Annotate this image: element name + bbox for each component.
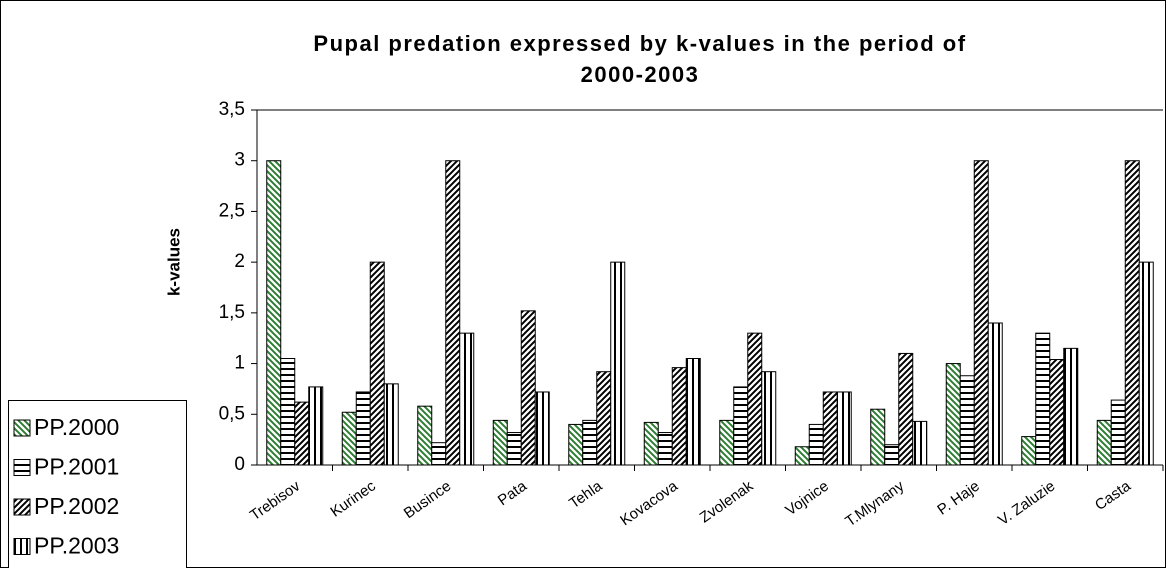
legend-label: PP.2001: [34, 454, 119, 480]
y-tick-label: 3,5: [219, 99, 245, 120]
bar: [308, 386, 324, 466]
bar: [459, 332, 475, 466]
bar: [898, 352, 914, 466]
bar: [431, 442, 447, 466]
bar: [534, 391, 550, 466]
bar: [987, 322, 1003, 466]
bar: [733, 386, 749, 466]
bar: [685, 358, 701, 466]
bar: [822, 391, 838, 466]
legend-label: PP.2002: [34, 493, 119, 519]
y-axis-label: k-values: [164, 228, 183, 296]
legend-swatch: [13, 419, 31, 437]
bar: [383, 383, 399, 466]
bar: [1124, 160, 1140, 466]
bar: [870, 408, 886, 466]
legend-swatch: [13, 459, 31, 476]
chart-title: Pupal predation expressed by k-values in…: [313, 31, 966, 56]
chart-title: 2000-2003: [581, 62, 700, 87]
bar: [1035, 332, 1051, 466]
bar: [643, 421, 659, 466]
bar: [355, 391, 371, 466]
legend-label: PP.2000: [34, 414, 119, 440]
bar: [506, 432, 522, 466]
y-tick-label: 2,5: [219, 200, 245, 221]
bar: [369, 261, 385, 466]
bar: [596, 371, 612, 466]
bar: [747, 332, 763, 466]
bar: [445, 160, 461, 466]
y-tick-label: 1: [234, 353, 245, 374]
bar: [719, 419, 735, 466]
bar: [1049, 359, 1065, 466]
bar: [294, 401, 310, 466]
bar: [836, 391, 852, 466]
y-tick-label: 0: [234, 454, 245, 475]
bar: [280, 358, 296, 466]
bar: [912, 420, 928, 466]
bar: [1063, 347, 1079, 466]
bar: [761, 371, 777, 466]
bar: [492, 419, 508, 466]
bar: [417, 405, 433, 466]
bar: [568, 423, 584, 466]
legend-swatch: [13, 538, 31, 555]
bar: [973, 160, 989, 466]
bar: [794, 446, 810, 466]
legend-box: [8, 400, 187, 568]
y-tick-label: 2: [234, 251, 245, 272]
bar: [1110, 399, 1126, 466]
bar: [808, 423, 824, 466]
bar: [1096, 419, 1112, 466]
bar: [884, 444, 900, 466]
bar: [945, 363, 961, 466]
y-tick-label: 1,5: [219, 302, 245, 323]
y-tick-label: 0,5: [219, 403, 245, 424]
legend-swatch: [13, 498, 31, 516]
bar: [1021, 436, 1037, 466]
bar: [610, 261, 626, 466]
bar: [671, 367, 687, 466]
bar: [582, 419, 598, 466]
bar: [1138, 261, 1154, 466]
bar: [657, 432, 673, 466]
bar: [959, 375, 975, 466]
bar: [341, 411, 357, 466]
bar: [266, 160, 282, 466]
legend-label: PP.2003: [34, 533, 119, 559]
bar: [520, 310, 536, 466]
y-tick-label: 3: [234, 150, 245, 171]
